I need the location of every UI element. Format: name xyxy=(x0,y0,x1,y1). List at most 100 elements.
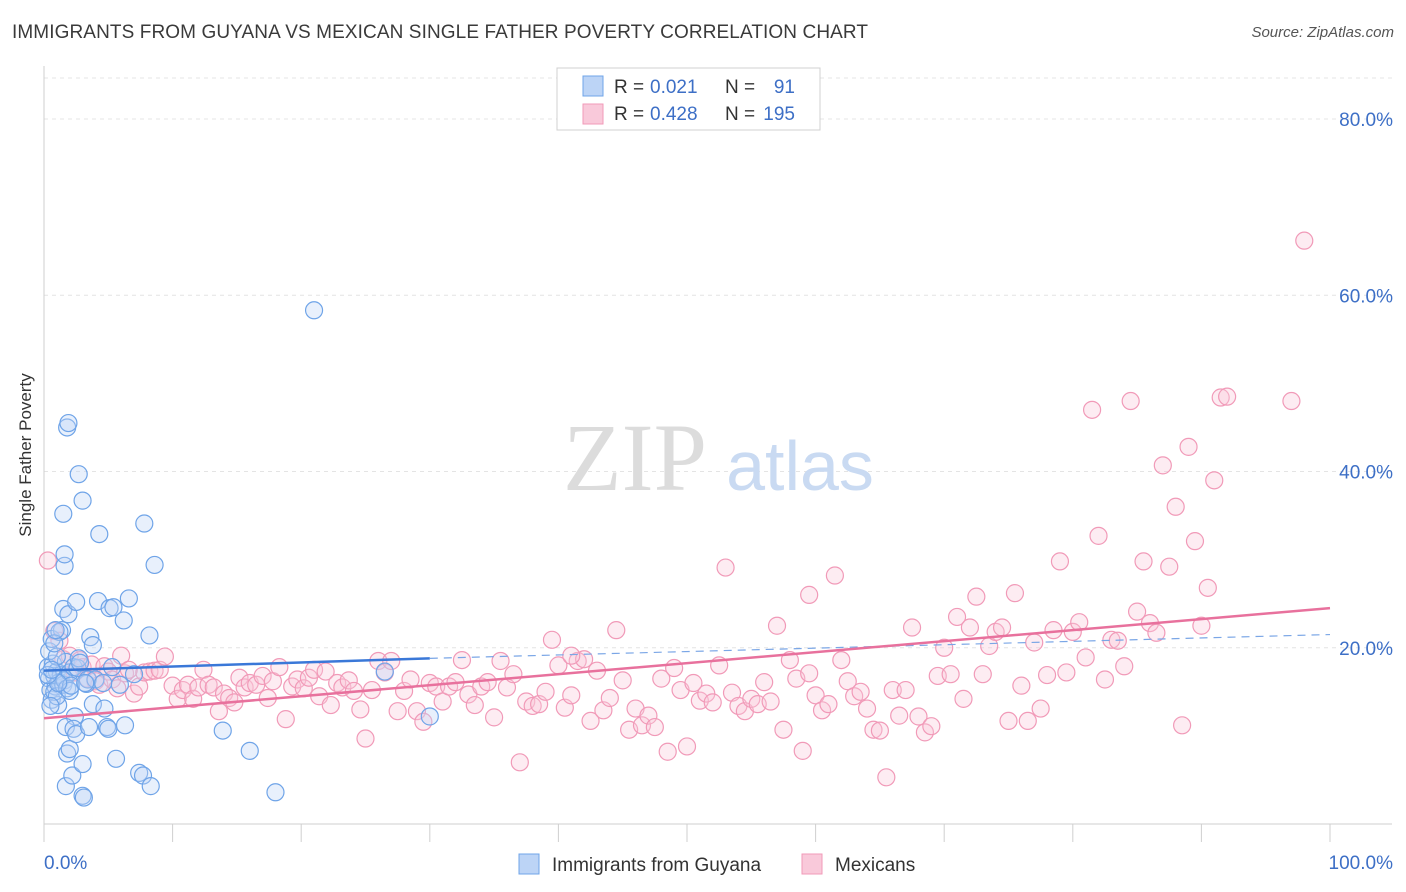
mexican-point xyxy=(536,682,555,701)
guyana-point xyxy=(94,673,113,693)
mexican-point xyxy=(1050,552,1070,571)
mexican-point xyxy=(1012,676,1031,695)
mexican-point xyxy=(825,566,844,585)
mexican-point xyxy=(870,721,890,740)
grid xyxy=(44,77,1392,649)
guyana-point xyxy=(69,465,88,484)
mexican-point xyxy=(351,700,370,719)
mexican-point xyxy=(819,695,838,714)
tick-labels: 20.0% 40.0% 60.0% 80.0% 0.0% 100.0% xyxy=(44,110,1393,874)
guyana-point xyxy=(74,788,93,807)
guyana-point xyxy=(83,636,102,655)
mexican-point xyxy=(1179,437,1198,456)
mexican-point xyxy=(1160,557,1179,576)
mexican-point xyxy=(851,682,870,701)
x-tick-label: 100.0% xyxy=(1329,853,1394,874)
mexican-point xyxy=(883,680,902,700)
mexican-point xyxy=(433,692,452,711)
mexican-point xyxy=(767,616,787,635)
legend-swatch-guyana xyxy=(582,75,604,97)
bottom-legend: Immigrants from Guyana Mexicans xyxy=(518,853,915,876)
mexican-point xyxy=(465,695,484,715)
mexican-point xyxy=(562,646,581,665)
guyana-point xyxy=(141,777,160,796)
y-tick-label: 40.0% xyxy=(1339,463,1393,484)
legend-r-label-2: R = xyxy=(614,104,644,125)
guyana-point xyxy=(70,653,90,672)
guyana-point xyxy=(135,514,154,533)
mexican-point xyxy=(1121,391,1140,411)
mexican-point xyxy=(388,702,407,721)
mexican-point xyxy=(1005,584,1025,603)
legend-n-label-1: N = xyxy=(725,77,755,98)
mexican-point xyxy=(877,768,896,787)
mexican-point xyxy=(992,618,1012,637)
guyana-point xyxy=(83,695,102,714)
bottom-legend-swatch-mexicans xyxy=(801,853,823,875)
mexican-point xyxy=(890,706,909,725)
mexican-point xyxy=(1218,387,1237,406)
mexican-point xyxy=(1076,648,1095,667)
mexican-point xyxy=(1095,670,1115,689)
mexican-point xyxy=(755,673,774,692)
mexican-point xyxy=(999,711,1018,731)
guyana-point xyxy=(63,766,82,785)
guyana-point xyxy=(114,611,133,630)
mexican-point xyxy=(922,717,941,736)
mexican-point xyxy=(857,699,877,718)
guyana-point xyxy=(88,591,108,611)
legend-r-label-1: R = xyxy=(614,77,644,98)
guyana-point xyxy=(240,741,259,760)
legend: R = 0.021 N = 91 R = 0.428 N = 195 xyxy=(556,67,821,131)
mexican-point xyxy=(716,558,735,577)
mexican-point xyxy=(1082,400,1102,419)
mexican-point xyxy=(1057,663,1076,682)
mexican-point xyxy=(684,673,703,693)
mexican-point xyxy=(1031,699,1050,718)
guyana-point xyxy=(420,707,439,726)
guyana-trend-line xyxy=(43,657,430,672)
guyana-point xyxy=(56,717,75,737)
mexican-point xyxy=(645,717,664,737)
mexican-point xyxy=(270,658,289,677)
mexican-point xyxy=(832,651,851,670)
mexican-point xyxy=(864,720,883,739)
mexican-point xyxy=(155,647,174,666)
y-tick-label: 80.0% xyxy=(1339,110,1393,131)
mexican-point xyxy=(542,630,562,649)
mexican-point xyxy=(639,706,658,725)
mexican-point xyxy=(562,686,581,705)
mexican-point xyxy=(339,671,358,690)
guyana-point xyxy=(304,301,324,320)
mexican-point xyxy=(523,696,542,716)
bottom-legend-label-guyana: Immigrants from Guyana xyxy=(552,855,761,876)
mexican-point xyxy=(896,680,915,700)
mexican-point xyxy=(1089,526,1108,545)
mexican-point xyxy=(1173,716,1192,735)
mexican-point xyxy=(967,587,986,606)
mexican-point xyxy=(806,686,825,705)
guyana-point xyxy=(67,592,86,612)
mexican-point xyxy=(189,678,208,697)
x-tick-label: 0.0% xyxy=(44,853,87,874)
mexican-point xyxy=(1295,231,1314,250)
bottom-legend-label-mexicans: Mexicans xyxy=(835,855,915,876)
mexican-point xyxy=(761,692,780,711)
mexican-point xyxy=(1115,657,1134,676)
guyana-point xyxy=(59,413,78,433)
guyana-point xyxy=(106,749,126,768)
mexican-point xyxy=(658,742,677,761)
guyana-point xyxy=(104,598,123,617)
guyana-point xyxy=(115,716,135,735)
mexican-point xyxy=(1192,616,1211,635)
mexican-point xyxy=(199,675,218,694)
y-tick-label: 60.0% xyxy=(1339,286,1393,307)
guyana-point xyxy=(45,634,64,653)
guyana-point xyxy=(79,717,99,737)
mexican-point xyxy=(230,668,249,687)
mexican-point xyxy=(1037,665,1057,685)
mexican-point xyxy=(800,585,819,604)
guyana-point xyxy=(140,626,159,645)
mexican-point xyxy=(491,651,510,671)
